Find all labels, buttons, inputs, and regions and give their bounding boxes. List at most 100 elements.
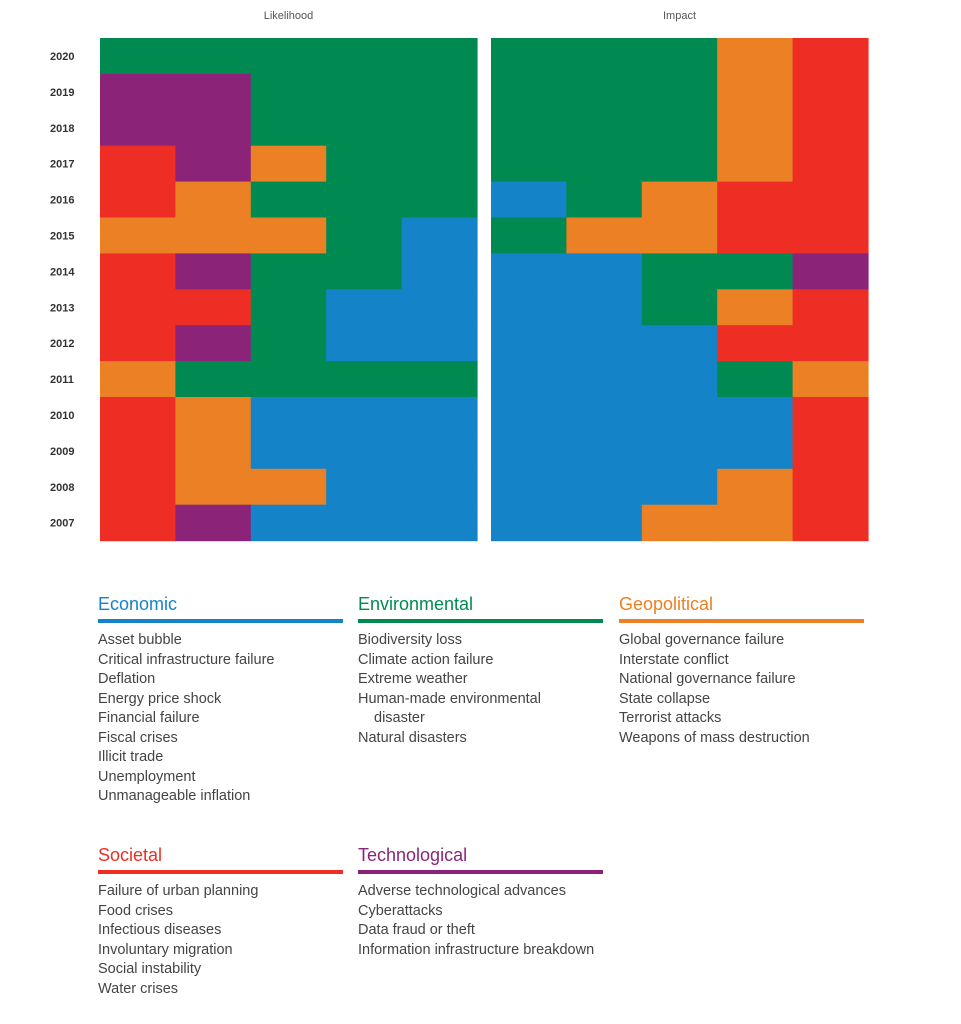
legend-heading: Economic	[98, 594, 343, 623]
legend-item: Illicit trade	[98, 749, 164, 765]
panel-title: Impact	[663, 10, 696, 22]
heatmap-cell	[250, 181, 327, 219]
heatmap-cell	[175, 504, 252, 542]
legend-item: Adverse technological advances	[358, 883, 566, 899]
heatmap-cell	[641, 361, 718, 398]
heatmap-cell	[100, 361, 176, 398]
heatmap-cell	[100, 432, 176, 470]
heatmap-cell	[326, 432, 403, 470]
year-label: 2008	[50, 482, 74, 494]
heatmap-cell	[326, 145, 403, 183]
heatmap-cell	[100, 325, 176, 362]
legend-item: Natural disasters	[358, 729, 467, 746]
heatmap-cell	[792, 432, 869, 470]
heatmap-cell	[175, 397, 252, 434]
heatmap-cell	[100, 145, 176, 183]
heatmap-cell	[491, 397, 567, 434]
heatmap-cell	[175, 289, 252, 326]
heatmap-cell	[250, 109, 327, 147]
heatmap-cell	[717, 361, 794, 398]
heatmap-cell	[100, 504, 176, 542]
year-label: 2012	[50, 338, 74, 350]
heatmap-cell	[641, 73, 718, 111]
heatmap-cell	[717, 468, 794, 506]
heatmap-cell	[100, 468, 176, 506]
heatmap-cell	[326, 289, 403, 326]
heatmap-cell	[100, 73, 176, 111]
heatmap-cell	[326, 217, 403, 254]
heatmap-cell	[250, 468, 327, 506]
heatmap-cell	[491, 504, 567, 542]
heatmap-cell	[792, 73, 869, 111]
heatmap-cell	[401, 432, 478, 470]
heatmap-cell	[175, 361, 252, 398]
legend-group-societal: Societal Failure of urban planning Food cr…	[98, 845, 343, 999]
year-label: 2009	[50, 446, 74, 458]
heatmap-cell	[566, 361, 643, 398]
heatmap-cell	[175, 468, 252, 506]
heatmap-cell	[491, 468, 567, 506]
heatmap-cell	[401, 468, 478, 506]
heatmap-cell	[641, 109, 718, 147]
heatmap-cell	[491, 145, 567, 183]
heatmap-cell	[491, 432, 567, 470]
heatmap-cell	[566, 145, 643, 183]
legend-item: Infectious diseases	[98, 922, 222, 938]
panel-title: Likelihood	[264, 10, 314, 22]
legend-item: Unemployment	[98, 768, 196, 785]
legend-heading: Technological	[358, 845, 603, 874]
heatmap-cell	[250, 432, 327, 470]
legend-group-technological: Technological Adverse technological advan…	[358, 845, 603, 960]
heatmap-cell	[717, 145, 794, 183]
heatmap-cell	[717, 253, 794, 290]
legend-heading: Environmental	[358, 594, 603, 623]
heatmap-cell	[491, 73, 567, 111]
legend-group-economic: Economic Asset bubble Critical infrastruct…	[98, 594, 343, 807]
heatmap-cell	[100, 109, 176, 147]
heatmap-cell	[326, 253, 403, 290]
legend-item: State collapse	[619, 690, 711, 707]
legend-item: Cyberattacks	[358, 902, 443, 919]
heatmap-cell	[792, 217, 869, 254]
heatmap-cell	[792, 38, 869, 75]
heatmap-cell	[491, 181, 567, 219]
legend-item: Social instability	[98, 961, 202, 977]
legend-item: Water crises	[98, 980, 179, 997]
heatmap-cell	[401, 145, 478, 183]
legend-item: Global governance failure	[619, 632, 785, 648]
year-label: 2018	[50, 123, 74, 135]
heatmap-cell	[175, 432, 252, 470]
heatmap-cell	[401, 325, 478, 362]
heatmap-cell	[566, 325, 643, 362]
legend-item: Weapons of mass destruction	[619, 729, 810, 746]
heatmap-cell	[175, 73, 252, 111]
legend-item: Involuntary migration	[98, 941, 233, 958]
heatmap-cell	[326, 504, 403, 542]
legend-item: Asset bubble	[98, 632, 182, 648]
heatmap-cell	[566, 468, 643, 506]
heatmap-cell	[250, 325, 327, 362]
legend-item: National governance failure	[619, 671, 796, 687]
heatmap-cell	[100, 38, 176, 75]
heatmap-cell	[401, 109, 478, 147]
heatmap-cell	[717, 109, 794, 147]
legend-item: Failure of urban planning	[98, 883, 259, 899]
legend-item: Biodiversity loss	[358, 632, 462, 648]
legend-heading: Geopolitical	[619, 594, 864, 623]
heatmap-cell	[641, 289, 718, 326]
year-label: 2015	[50, 230, 74, 242]
year-label: 2020	[50, 51, 74, 63]
heatmap-cell	[175, 325, 252, 362]
heatmap-cell	[717, 181, 794, 219]
year-label: 2007	[50, 518, 74, 530]
legend-item: Unmanageable inflation	[98, 788, 251, 804]
heatmap-cell	[250, 145, 327, 183]
heatmap-cell	[175, 109, 252, 147]
heatmap-cell	[641, 468, 718, 506]
heatmap-cell	[326, 361, 403, 398]
heatmap-cell	[792, 468, 869, 506]
heatmap-cell	[491, 361, 567, 398]
heatmap-cell	[566, 289, 643, 326]
heatmap-cell	[175, 145, 252, 183]
heatmap-cell	[401, 253, 478, 290]
